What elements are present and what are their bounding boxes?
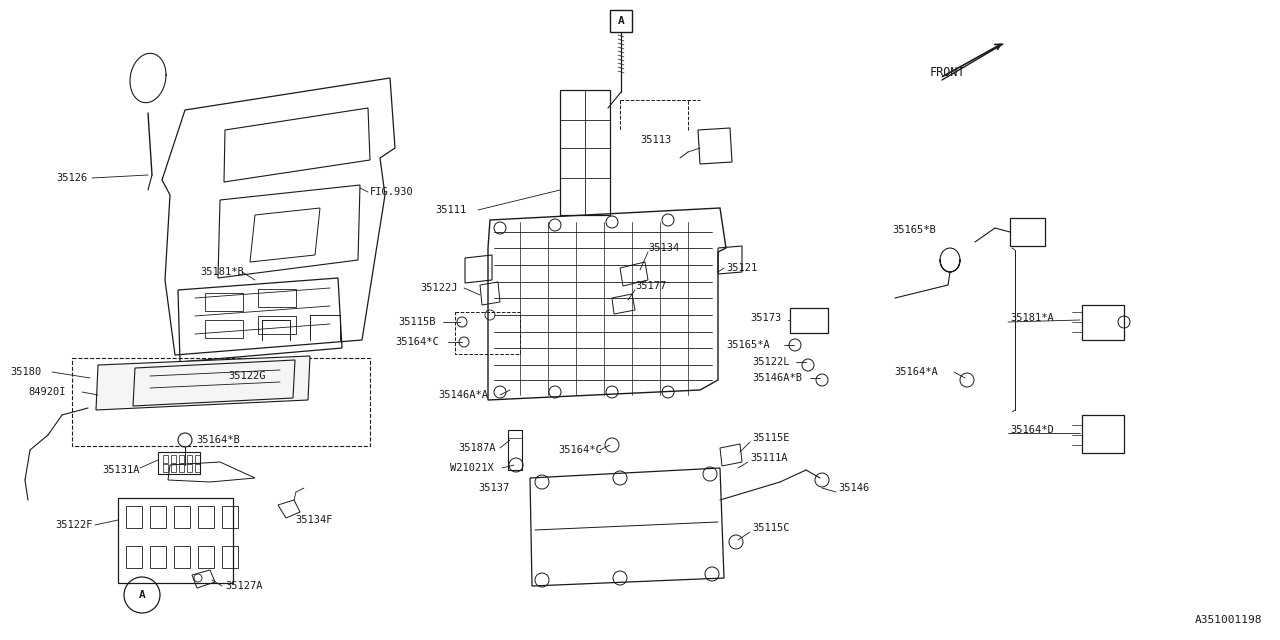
Text: 35121: 35121 <box>726 263 758 273</box>
Text: 35173: 35173 <box>750 313 781 323</box>
Bar <box>611 10 632 32</box>
Bar <box>179 464 184 472</box>
Text: 35122F: 35122F <box>55 520 92 530</box>
Bar <box>259 316 296 334</box>
Text: 35113: 35113 <box>640 135 671 145</box>
Text: FIG.930: FIG.930 <box>370 187 413 197</box>
Bar <box>221 546 238 568</box>
Bar <box>1082 305 1124 340</box>
Bar <box>187 455 192 463</box>
Text: 35164*C: 35164*C <box>558 445 602 455</box>
Bar <box>454 312 520 354</box>
Text: 35164*D: 35164*D <box>1010 425 1053 435</box>
Text: 35177: 35177 <box>635 281 667 291</box>
Text: 35187A: 35187A <box>458 443 495 453</box>
Text: 35164*A: 35164*A <box>893 367 938 377</box>
Text: 35127A: 35127A <box>225 581 262 591</box>
Bar <box>205 293 243 311</box>
Bar <box>72 358 370 446</box>
Bar <box>179 455 184 463</box>
Bar <box>508 430 522 470</box>
Text: 35146: 35146 <box>838 483 869 493</box>
Bar <box>118 498 233 583</box>
Bar <box>125 546 142 568</box>
Text: 35126: 35126 <box>56 173 87 183</box>
Bar <box>205 320 243 338</box>
Text: 35122L: 35122L <box>753 357 790 367</box>
Text: 35115E: 35115E <box>753 433 790 443</box>
Bar <box>561 90 611 215</box>
Text: 35115C: 35115C <box>753 523 790 533</box>
Text: FRONT: FRONT <box>931 65 965 79</box>
Bar <box>198 546 214 568</box>
Text: 35146A*A: 35146A*A <box>438 390 488 400</box>
Bar <box>172 464 177 472</box>
Bar <box>195 455 200 463</box>
Text: 35181*B: 35181*B <box>200 267 243 277</box>
Text: 35134F: 35134F <box>294 515 333 525</box>
Text: 35111A: 35111A <box>750 453 787 463</box>
Text: 35137: 35137 <box>477 483 509 493</box>
Text: 84920I: 84920I <box>28 387 65 397</box>
Text: A: A <box>138 590 146 600</box>
Bar <box>163 455 168 463</box>
Bar <box>1010 218 1044 246</box>
Text: 35164*C: 35164*C <box>396 337 439 347</box>
Text: 35134: 35134 <box>648 243 680 253</box>
Text: A351001198: A351001198 <box>1194 615 1262 625</box>
Bar <box>174 506 189 528</box>
Text: 35165*A: 35165*A <box>726 340 769 350</box>
Bar <box>125 506 142 528</box>
Text: W21021X: W21021X <box>451 463 494 473</box>
Bar <box>1082 415 1124 453</box>
Bar <box>157 452 200 474</box>
Text: 35111: 35111 <box>435 205 466 215</box>
Text: 35115B: 35115B <box>398 317 435 327</box>
Bar <box>163 464 168 472</box>
Polygon shape <box>96 356 310 410</box>
Text: 35164*B: 35164*B <box>196 435 239 445</box>
Text: 35131A: 35131A <box>102 465 140 475</box>
Text: 35181*A: 35181*A <box>1010 313 1053 323</box>
Bar <box>172 455 177 463</box>
Text: 35165*B: 35165*B <box>892 225 936 235</box>
Text: A: A <box>618 16 625 26</box>
Bar <box>187 464 192 472</box>
Text: 35180: 35180 <box>10 367 41 377</box>
Text: 35146A*B: 35146A*B <box>753 373 803 383</box>
Bar <box>198 506 214 528</box>
Bar <box>790 308 828 333</box>
Bar <box>174 546 189 568</box>
Text: 35122G: 35122G <box>228 371 265 381</box>
Text: 35122J: 35122J <box>420 283 457 293</box>
Bar <box>150 546 166 568</box>
Bar <box>259 289 296 307</box>
Bar <box>195 464 200 472</box>
Bar <box>150 506 166 528</box>
Bar <box>221 506 238 528</box>
